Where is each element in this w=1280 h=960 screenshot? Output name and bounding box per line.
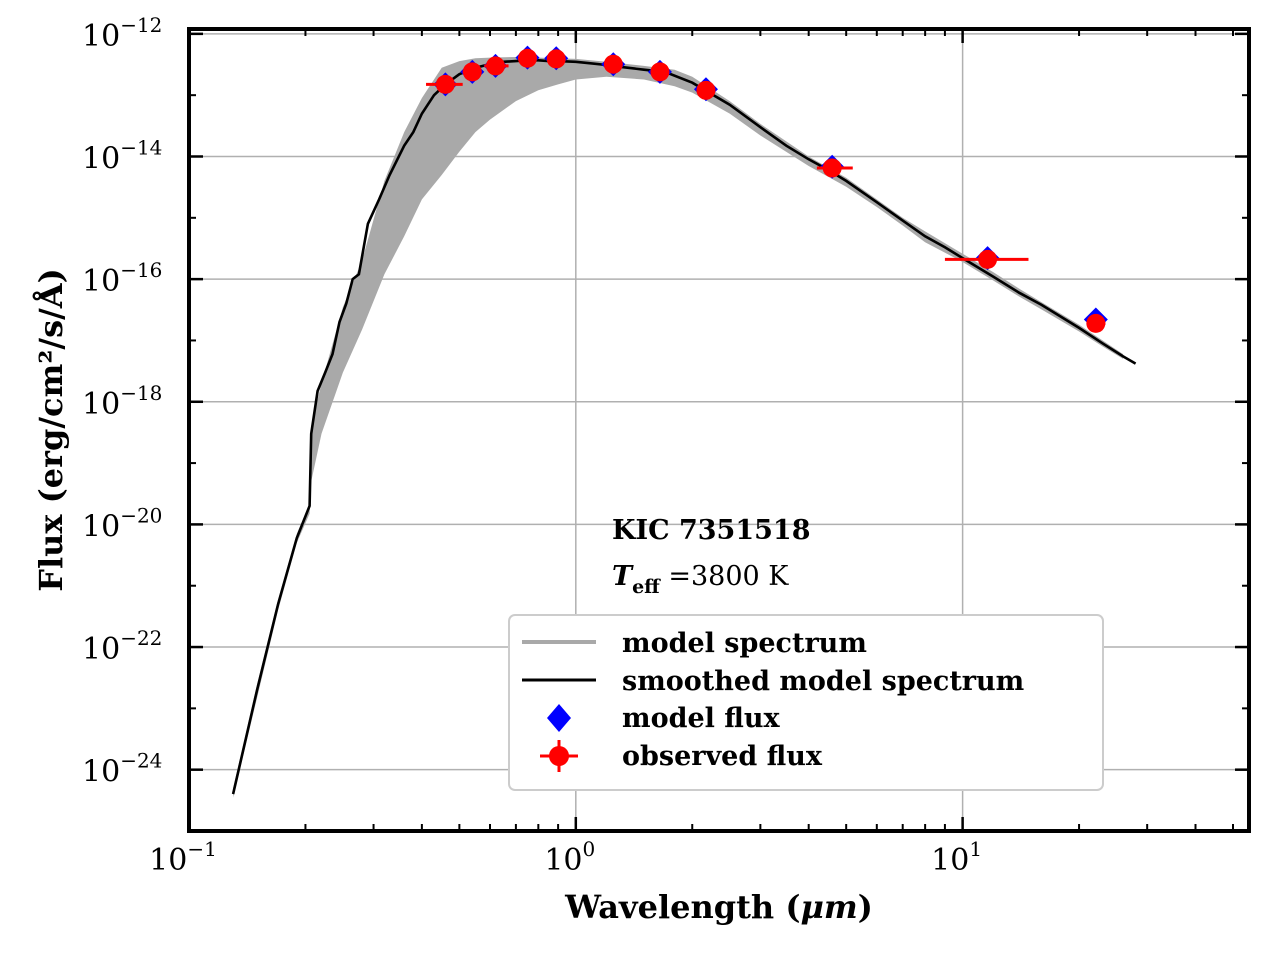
y-tick-label: 10−16: [82, 258, 162, 299]
legend-model-spectrum-label: model spectrum: [622, 628, 867, 659]
observed-flux-point: [944, 249, 1029, 269]
observed-flux-dot: [517, 48, 537, 68]
observed-flux-point: [517, 48, 537, 68]
x-tick-label: 100: [544, 837, 595, 878]
observed-flux-dot: [546, 49, 566, 69]
y-axis-title: Flux (erg/cm²/s/Å): [32, 268, 70, 592]
observed-flux-dot: [650, 62, 670, 82]
legend-model-flux-diamond-icon: [547, 704, 571, 732]
observed-flux-dot: [603, 54, 623, 74]
legend-box: [508, 614, 1104, 791]
teff-value: 3800 K: [691, 561, 789, 592]
observed-flux-point: [650, 62, 670, 82]
observed-flux-dot: [462, 62, 482, 82]
legend-observed-flux-dot-icon: [549, 746, 569, 766]
plot-frame: [187, 27, 1251, 833]
legend-observed-flux-label: observed flux: [622, 741, 823, 772]
observed-flux-dot: [486, 56, 506, 76]
y-tick-label: 10−22: [82, 626, 162, 667]
y-tick-label: 10−18: [82, 381, 162, 422]
observed-flux-dot: [1086, 313, 1106, 333]
observed-flux-point: [484, 56, 509, 76]
y-tick-label: 10−12: [82, 13, 162, 54]
y-tick-label: 10−14: [82, 135, 162, 176]
observed-flux-point: [546, 49, 566, 69]
x-axis-title: Wavelength (μm): [564, 888, 873, 926]
y-tick-label: 10−24: [82, 749, 162, 790]
plot-area: [231, 45, 1137, 798]
observed-flux-point: [462, 62, 482, 82]
x-tick-label: 101: [931, 837, 982, 878]
teff-label: Teff =3800 K: [612, 561, 789, 598]
y-tick-label: 10−20: [82, 503, 162, 544]
tick-labels: 10−1 100 101 10−12 10−14 10−16 10−18 10−20 10−22…: [82, 13, 982, 878]
observed-flux-dot: [696, 80, 716, 100]
observed-flux-point: [816, 158, 853, 178]
smoothed-model-spectrum-line: [231, 59, 1137, 795]
observed-flux-dot: [435, 74, 455, 94]
observed-flux-dot: [978, 249, 998, 269]
observed-flux-point: [1086, 313, 1106, 333]
observed-flux-point: [696, 80, 716, 100]
observed-flux-markers: [426, 48, 1106, 333]
star-name-label: KIC 7351518: [612, 515, 811, 546]
star-annotation: KIC 7351518 Teff =3800 K: [612, 515, 811, 598]
legend-smoothed-label: smoothed model spectrum: [622, 666, 1024, 697]
observed-flux-point: [603, 54, 623, 74]
observed-flux-point: [426, 74, 463, 94]
x-tick-label: 10−1: [149, 837, 217, 878]
legend: model spectrum smoothed model spectrum m…: [508, 614, 1104, 791]
observed-flux-dot: [822, 158, 842, 178]
legend-model-flux-label: model flux: [622, 703, 781, 734]
